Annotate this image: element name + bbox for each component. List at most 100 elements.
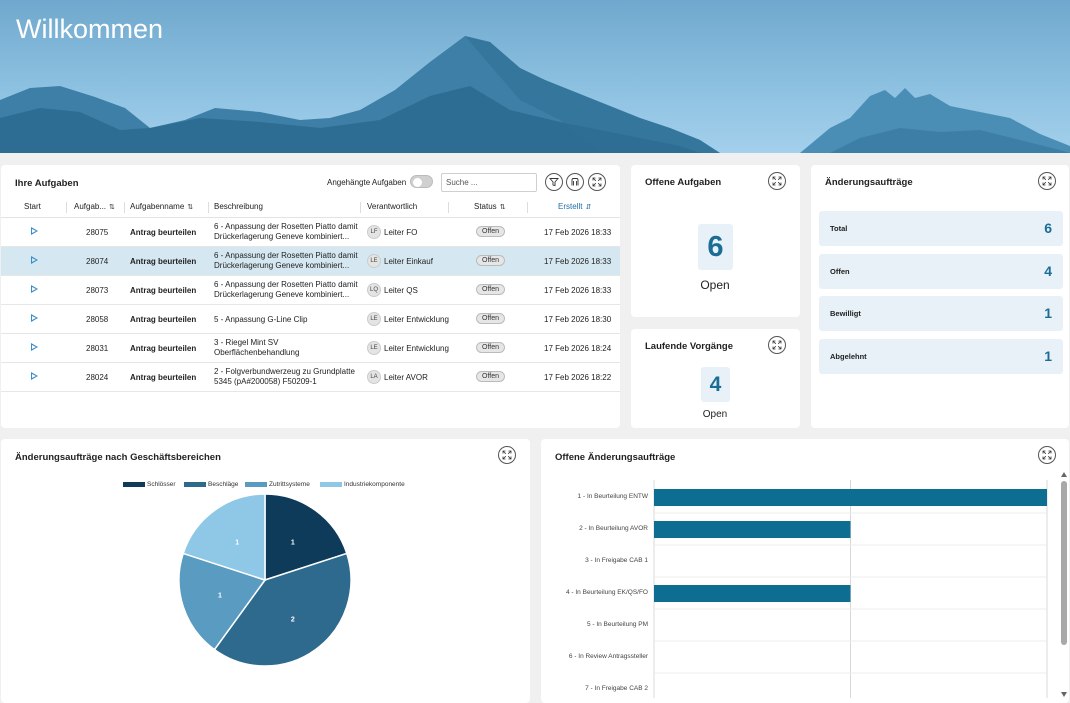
pie-slice[interactable] xyxy=(264,493,348,582)
legend-item[interactable]: Industriekomponente xyxy=(320,481,405,488)
table-row[interactable]: 28024 Antrag beurteilen 2 - Folgverbundwer… xyxy=(1,363,620,392)
running-processes-title: Laufende Vorgänge xyxy=(645,341,733,352)
page-title: Willkommen xyxy=(16,14,164,44)
task-description: 6 - Anpassung der Rosetten Piatto damit … xyxy=(214,222,358,241)
hero-banner: Willkommen xyxy=(0,0,1070,153)
task-id: 28075 xyxy=(86,228,109,237)
task-id: 28031 xyxy=(86,344,109,353)
avatar: LE xyxy=(367,254,381,268)
avatar: LF xyxy=(367,225,381,239)
expand-icon xyxy=(772,176,782,186)
mountain-illustration xyxy=(0,36,1070,153)
task-created: 17 Feb 2026 18:33 xyxy=(544,286,612,295)
expand-icon xyxy=(1042,450,1052,460)
expand-icon xyxy=(502,450,512,460)
tasks-search-input[interactable] xyxy=(441,173,537,192)
change-orders-title: Änderungsaufträge xyxy=(825,177,913,188)
bar-category-label: 4 - In Beurteilung EK/QS/FO xyxy=(565,589,648,596)
start-task-icon[interactable] xyxy=(31,343,38,351)
stat-approved[interactable]: Bewilligt 1 xyxy=(819,296,1063,331)
task-description: 5 - Anpassung G-Line Clip xyxy=(214,315,308,324)
bar-chart-card xyxy=(541,439,1069,703)
pie-chart: 1 2 1 1 xyxy=(178,493,352,667)
pie-slice[interactable] xyxy=(178,552,267,651)
legend-item[interactable]: Schlösser xyxy=(123,481,176,488)
attached-tasks-label: Angehängte Aufgaben xyxy=(327,178,407,187)
status-badge: Offen xyxy=(476,342,505,353)
col-status[interactable]: Status ⇅ xyxy=(474,202,506,211)
bar-category-label: 3 - In Freigabe CAB 1 xyxy=(585,557,648,564)
running-processes-label: Open xyxy=(702,409,728,420)
bar[interactable] xyxy=(654,521,851,538)
pie-slice-label: 1 xyxy=(235,540,239,547)
legend-item[interactable]: Zutrittsysteme xyxy=(245,481,310,488)
stat-rejected[interactable]: Abgelehnt 1 xyxy=(819,339,1063,374)
bar-chart-title: Offene Änderungsaufträge xyxy=(555,452,676,463)
table-row[interactable]: 28031 Antrag beurteilen 3 - Riegel Mint SV… xyxy=(1,334,620,363)
start-task-icon[interactable] xyxy=(31,314,38,322)
stat-total[interactable]: Total 6 xyxy=(819,211,1063,246)
bar-chart xyxy=(653,480,1048,698)
task-description: 6 - Anpassung der Rosetten Piatto damit … xyxy=(214,280,358,299)
bar-chart-scrollbar[interactable] xyxy=(1059,470,1069,700)
filter-button[interactable] xyxy=(545,173,563,191)
task-owner: Leiter QS xyxy=(384,286,418,295)
avatar: LA xyxy=(367,370,381,384)
view-options-button[interactable] xyxy=(566,173,584,191)
change-orders-expand-button[interactable] xyxy=(1038,172,1056,190)
status-badge: Offen xyxy=(476,226,505,237)
start-task-icon[interactable] xyxy=(31,372,38,380)
start-task-icon[interactable] xyxy=(31,285,38,293)
task-name: Antrag beurteilen xyxy=(130,373,197,382)
col-description: Beschreibung xyxy=(214,202,263,211)
tasks-title: Ihre Aufgaben xyxy=(15,178,79,189)
bar[interactable] xyxy=(654,585,851,602)
avatar: LE xyxy=(367,341,381,355)
task-description: 3 - Riegel Mint SV Oberflächenbehandlung xyxy=(214,338,300,357)
tasks-expand-button[interactable] xyxy=(588,173,606,191)
pie-expand-button[interactable] xyxy=(498,446,516,464)
task-name: Antrag beurteilen xyxy=(130,257,197,266)
task-id: 28024 xyxy=(86,373,109,382)
pie-slice[interactable] xyxy=(182,493,266,582)
bar-category-label: 6 - In Review Antragssteller xyxy=(568,653,648,660)
attached-tasks-toggle[interactable] xyxy=(410,175,433,188)
bar-category-label: 7 - In Freigabe CAB 2 xyxy=(585,685,648,692)
task-owner: Leiter AVOR xyxy=(384,373,428,382)
status-badge: Offen xyxy=(476,255,505,266)
table-row[interactable]: 28073 Antrag beurteilen 6 - Anpassung der … xyxy=(1,276,620,305)
start-task-icon[interactable] xyxy=(31,256,38,264)
col-start: Start xyxy=(24,202,41,211)
task-created: 17 Feb 2026 18:30 xyxy=(544,315,612,324)
bar-expand-button[interactable] xyxy=(1038,446,1056,464)
task-name: Antrag beurteilen xyxy=(130,344,197,353)
status-badge: Offen xyxy=(476,313,505,324)
col-task-id[interactable]: Aufgab... ⇅ xyxy=(74,202,115,211)
task-owner: Leiter Entwicklung xyxy=(384,344,449,353)
running-expand-button[interactable] xyxy=(768,336,786,354)
bar-category-label: 1 - In Beurteilung ENTW xyxy=(577,493,648,500)
task-name: Antrag beurteilen xyxy=(130,228,197,237)
col-created[interactable]: Erstellt ⇵ xyxy=(558,202,592,211)
task-description: 6 - Anpassung der Rosetten Piatto damit … xyxy=(214,251,358,270)
table-row[interactable]: 28075 Antrag beurteilen 6 - Anpassung der … xyxy=(1,218,620,247)
status-badge: Offen xyxy=(476,284,505,295)
avatar: LE xyxy=(367,312,381,326)
open-tasks-expand-button[interactable] xyxy=(768,172,786,190)
bar[interactable] xyxy=(654,489,1047,506)
task-created: 17 Feb 2026 18:24 xyxy=(544,344,612,353)
task-id: 28074 xyxy=(86,257,109,266)
legend-item[interactable]: Beschläge xyxy=(184,481,238,488)
table-row[interactable]: 28058 Antrag beurteilen 5 - Anpassung G-Li… xyxy=(1,305,620,334)
table-row[interactable]: 28074 Antrag beurteilen 6 - Anpassung der … xyxy=(1,247,620,276)
open-tasks-title: Offene Aufgaben xyxy=(645,177,722,188)
task-id: 28058 xyxy=(86,315,109,324)
expand-icon xyxy=(1042,176,1052,186)
filter-icon xyxy=(549,178,559,187)
col-task-name[interactable]: Aufgabenname ⇅ xyxy=(130,202,194,211)
bar-category-label: 5 - In Beurteilung PM xyxy=(586,621,648,628)
start-task-icon[interactable] xyxy=(31,227,38,235)
columns-icon xyxy=(571,178,579,186)
stat-open[interactable]: Offen 4 xyxy=(819,254,1063,289)
pie-slice[interactable] xyxy=(213,552,352,667)
